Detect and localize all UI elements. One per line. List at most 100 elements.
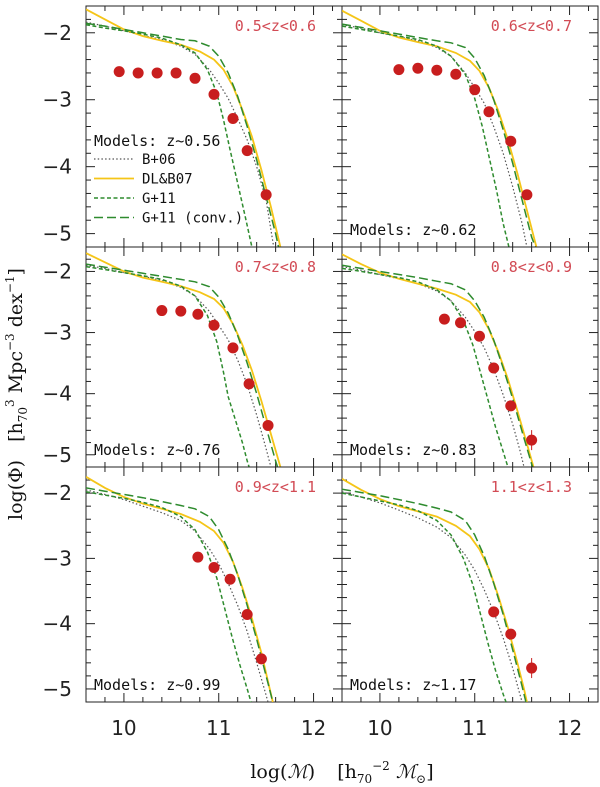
model-curve-b-06	[342, 266, 525, 467]
model-curve-g-11	[86, 23, 253, 247]
panel-1: −2 −3 −4 −5 0.5<z<0.6 Models: z~0.56 B+06 DL&B0…	[43, 5, 343, 248]
panel-6: 10 11 12 1.1<z<1.3 Models: z~1.17	[341, 466, 599, 740]
panel-model-label: Models: z~0.83	[350, 441, 476, 459]
data-point	[483, 106, 495, 118]
data-point	[455, 317, 467, 329]
panel-redshift-label: 0.6<z<0.7	[491, 17, 572, 35]
model-curve-g-11	[86, 265, 250, 467]
y-tick-label: −2	[43, 21, 72, 45]
y-axis-title: log(Φ)[h703 Mpc−3 dex−1]	[3, 268, 30, 520]
panel-redshift-label: 0.5<z<0.6	[235, 17, 316, 35]
y-tick-label: −5	[43, 677, 72, 701]
data-point	[526, 662, 538, 674]
panel-4: 0.8<z<0.9 Models: z~0.83	[341, 246, 599, 468]
panel-redshift-label: 0.7<z<0.8	[235, 258, 316, 276]
model-curves	[342, 253, 535, 467]
legend-entry-label: DL&B07	[142, 172, 193, 188]
data-point	[151, 67, 163, 79]
data-point	[412, 62, 424, 74]
model-curve-b-06	[86, 264, 272, 467]
model-curve-g-11	[342, 492, 507, 702]
data-point	[260, 189, 272, 201]
data-point	[488, 606, 500, 618]
y-tick-label: −4	[43, 155, 72, 179]
panel-redshift-label: 0.8<z<0.9	[491, 258, 572, 276]
model-curve-g-11-conv-	[86, 487, 274, 702]
model-curves	[86, 476, 274, 702]
panels-layer: −2 −3 −4 −5 0.5<z<0.6 Models: z~0.56 B+06 DL&B0…	[43, 5, 599, 740]
panel-model-label: Models: z~0.76	[94, 441, 220, 459]
data-point	[505, 400, 517, 412]
x-tick-label: 10	[367, 716, 392, 740]
x-tick-label: 12	[557, 716, 582, 740]
legend-entry-label: B+06	[142, 152, 176, 168]
data-point	[208, 562, 220, 574]
data-point	[224, 573, 236, 585]
model-curve-dl-b07	[342, 478, 528, 702]
panel-model-label: Models: z~1.17	[350, 676, 476, 694]
model-curve-b-06	[342, 24, 528, 247]
panel-redshift-label: 1.1<z<1.3	[491, 478, 572, 496]
data-point	[469, 84, 481, 96]
y-tick-label: −4	[43, 382, 72, 406]
model-curves	[86, 8, 282, 247]
model-curves	[342, 478, 528, 702]
data-point	[208, 319, 220, 331]
data-point	[243, 378, 255, 390]
data-point	[189, 72, 201, 84]
data-point	[227, 112, 239, 124]
data-point	[255, 653, 267, 665]
legend: Models: z~0.56 B+06 DL&B07 G+11 G+11 (conv.)	[94, 132, 243, 227]
panel-redshift-label: 0.9<z<1.1	[235, 478, 316, 496]
model-curve-g-11-conv-	[86, 22, 280, 247]
model-curve-dl-b07	[342, 9, 538, 247]
data-point	[438, 313, 450, 325]
model-curve-dl-b07	[86, 8, 282, 247]
model-curve-dl-b07	[86, 476, 274, 702]
y-tick-label: −4	[43, 612, 72, 636]
data-point	[488, 362, 500, 374]
data-point	[192, 551, 204, 563]
y-tick-label: −2	[43, 259, 72, 283]
data-point	[526, 434, 538, 446]
model-curve-g-11-conv-	[86, 263, 279, 467]
data-point	[156, 305, 168, 317]
model-curve-g-11	[342, 267, 509, 467]
y-tick-label: −3	[43, 546, 72, 570]
model-curve-b-06	[86, 489, 269, 702]
x-tick-label: 10	[111, 716, 136, 740]
panel-frame	[85, 246, 343, 468]
x-tick-label: 12	[301, 716, 326, 740]
y-tick-label: −5	[43, 443, 72, 467]
y-tick-label: −3	[43, 321, 72, 345]
panel-model-label: Models: z~0.62	[350, 221, 476, 239]
x-tick-label: 11	[462, 716, 487, 740]
x-tick-label: 11	[206, 716, 231, 740]
model-curve-g-11-conv-	[342, 23, 537, 247]
data-point	[241, 145, 253, 157]
model-curve-dl-b07	[342, 253, 535, 467]
panel-2: 0.6<z<0.7 Models: z~0.62	[341, 5, 599, 248]
model-curve-g-11-conv-	[342, 264, 534, 467]
panel-frame	[85, 466, 343, 703]
y-tick-label: −2	[43, 481, 72, 505]
legend-title: Models: z~0.56	[94, 132, 220, 150]
panel-model-label: Models: z~0.99	[94, 676, 220, 694]
model-curve-dl-b07	[86, 252, 282, 467]
data-point	[132, 67, 144, 79]
panel-frame	[341, 466, 599, 703]
data-point	[450, 68, 462, 80]
y-tick-label: −5	[43, 222, 72, 246]
model-curves	[342, 9, 538, 247]
panel-frame	[341, 5, 599, 248]
data-point	[208, 88, 220, 100]
legend-entry-label: G+11	[142, 191, 176, 207]
data-point	[170, 67, 182, 79]
data-point	[175, 305, 187, 317]
data-point	[505, 135, 517, 147]
panel-frame	[341, 246, 599, 468]
data-point	[227, 342, 239, 354]
data-point	[113, 66, 125, 78]
panel-3: −2 −3 −4 −5 0.7<z<0.8 Models: z~0.76	[43, 246, 343, 468]
